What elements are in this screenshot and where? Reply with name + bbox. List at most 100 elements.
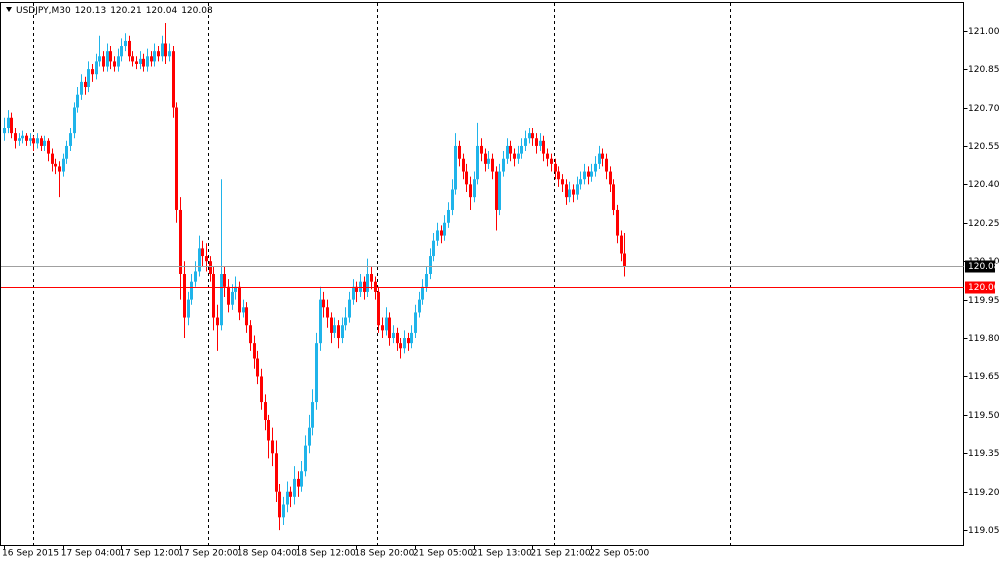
candle-body (531, 133, 534, 139)
candle-body (212, 274, 215, 318)
candle-body (150, 56, 153, 62)
candle-body (282, 504, 285, 518)
candle-body (388, 317, 391, 339)
candle-body (300, 471, 303, 487)
candle-body (344, 317, 347, 326)
candle-body (198, 248, 201, 272)
candle-body (326, 307, 329, 318)
candle-body (142, 58, 145, 67)
candle-body (557, 171, 560, 180)
candle-body (576, 184, 579, 195)
candle-body (216, 317, 219, 326)
plot-frame (0, 2, 964, 546)
candle-body (370, 274, 373, 282)
menu-arrow[interactable] (6, 7, 12, 12)
candle-body (598, 153, 601, 164)
candle-body (447, 209, 450, 223)
candle-body (29, 138, 32, 141)
candle-body (587, 171, 590, 177)
candle-body (209, 261, 212, 274)
candle-body (451, 189, 454, 210)
candle-body (443, 222, 446, 236)
candle-body (565, 184, 568, 198)
candle-body (396, 332, 399, 344)
candle-body (98, 56, 101, 62)
candle-body (14, 133, 17, 141)
candle-body (201, 248, 204, 257)
candle-body (363, 281, 366, 292)
candle-body (164, 43, 167, 57)
candle-body (377, 291, 380, 326)
candle-body (10, 117, 13, 134)
x-tick-label: 18 Sep 04:00 (237, 549, 297, 559)
y-tick-label: 119.80 (968, 334, 1000, 344)
symbol: USDJPY,M30 (16, 6, 71, 16)
candle-body (429, 256, 432, 274)
candle-body (234, 286, 237, 292)
candle-body (480, 145, 483, 154)
y-tick-label: 120.40 (968, 180, 1000, 190)
level-label-box (965, 281, 995, 294)
candle-body (528, 133, 531, 139)
candle-body (509, 145, 512, 154)
candle-body (194, 271, 197, 282)
candle-body (579, 179, 582, 185)
candle-body (572, 189, 575, 195)
candle-body (304, 445, 307, 472)
x-tick-label: 18 Sep 20:00 (354, 549, 414, 559)
candle-body (25, 135, 28, 141)
x-tick-label: 22 Sep 05:00 (589, 549, 649, 559)
candle-body (278, 491, 281, 518)
candle-body (609, 171, 612, 185)
candle-body (128, 40, 131, 57)
candle-body (601, 153, 604, 159)
candle-body (399, 343, 402, 349)
candle-body (87, 69, 90, 88)
candle-body (168, 51, 171, 57)
candle-body (231, 291, 234, 305)
candle-body (308, 427, 311, 446)
candle-body (476, 145, 479, 180)
candle-body (425, 274, 428, 287)
candle-body (271, 440, 274, 454)
candle-body (3, 128, 6, 134)
last-open: 120.13 (75, 6, 107, 16)
candle-body (462, 158, 465, 172)
candle-body (498, 171, 501, 210)
candle-body (341, 325, 344, 339)
candle-body (135, 61, 138, 64)
candle-body (484, 153, 487, 164)
candle-body (51, 153, 54, 164)
candle-body (113, 61, 116, 67)
candle-body (183, 274, 186, 318)
candle-body (542, 140, 545, 154)
candle-body (414, 312, 417, 333)
candle-body (513, 153, 516, 159)
candle-body (469, 184, 472, 198)
candle-body (436, 230, 439, 241)
candle-body (249, 325, 252, 344)
candle-body (260, 376, 263, 403)
candle-body (403, 338, 406, 349)
y-tick-label: 120.25 (968, 219, 1000, 229)
candle-body (465, 171, 468, 185)
y-tick-label: 119.50 (968, 411, 1000, 421)
candles (3, 22, 626, 531)
candle-body (359, 281, 362, 292)
candle-body (175, 107, 178, 210)
candle-body (179, 209, 182, 274)
candle-body (187, 299, 190, 318)
candle-body (385, 317, 388, 331)
candle-body (432, 240, 435, 257)
candle-body (440, 230, 443, 236)
candle-body (40, 138, 43, 146)
candle-body (381, 325, 384, 331)
candle-body (605, 158, 608, 172)
candle-body (117, 56, 120, 67)
candle-body (275, 453, 278, 492)
candle-body (352, 286, 355, 300)
y-tick-label: 119.95 (968, 296, 1000, 306)
candle-body (546, 153, 549, 159)
candle-body (161, 43, 164, 57)
candle-body (293, 478, 296, 497)
